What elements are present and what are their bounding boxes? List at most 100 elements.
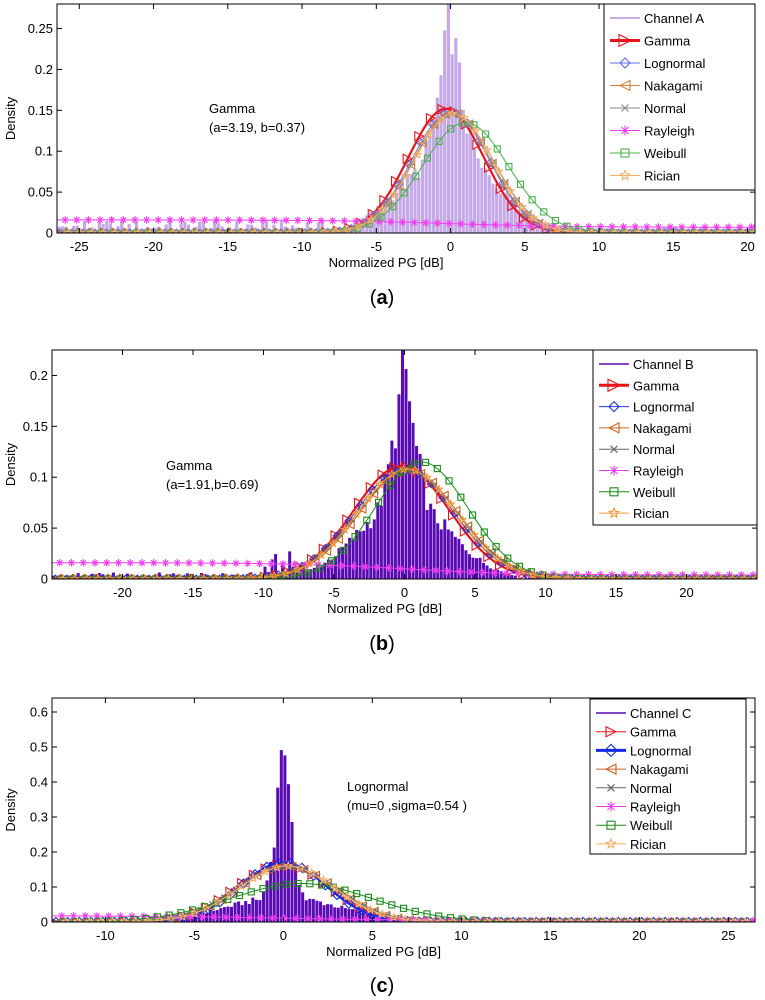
series-marker: [224, 889, 235, 899]
legend-label: Gamma: [630, 725, 677, 740]
series-marker: [69, 575, 77, 579]
legend-item-weibull: Weibull: [610, 146, 687, 161]
series-marker: [107, 216, 116, 224]
y-tick-label: 0.1: [35, 144, 53, 159]
series-marker: [198, 913, 207, 921]
series-marker: [541, 916, 552, 922]
legend-marker: [620, 148, 630, 158]
series-marker: [222, 913, 230, 922]
legend-box: [592, 349, 758, 526]
histogram-bar: [333, 907, 337, 922]
series-marker: [154, 915, 165, 922]
x-tick-label: -10: [254, 585, 273, 600]
series-marker: [189, 907, 200, 918]
histogram-bar: [214, 576, 218, 579]
series-marker: [515, 562, 524, 570]
histogram-bar: [57, 226, 61, 233]
histogram-bar: [246, 224, 250, 233]
series-marker: [714, 227, 725, 233]
x-tick-label: 10: [592, 239, 606, 254]
x-tick-label: 10: [538, 585, 552, 600]
series-marker: [643, 223, 651, 231]
series-marker: [448, 509, 459, 521]
legend-label: Lognormal: [633, 400, 695, 415]
series-marker: [283, 860, 294, 871]
x-tick-label: 20: [679, 585, 693, 600]
series-marker: [339, 546, 347, 554]
legend-marker: [608, 400, 620, 413]
series-marker: [587, 916, 598, 922]
series-marker: [598, 573, 609, 579]
legend-label: Rician: [630, 837, 666, 852]
series-marker: [726, 229, 734, 233]
series-marker: [233, 913, 242, 922]
series-marker: [727, 573, 738, 579]
series-marker: [279, 863, 286, 870]
series-marker: [290, 560, 299, 569]
series-marker: [377, 908, 388, 919]
series-marker: [400, 189, 408, 197]
histogram-bar: [272, 224, 276, 233]
series-marker: [67, 558, 76, 567]
histogram-bar: [108, 223, 113, 233]
y-tick-label: 0.2: [30, 845, 48, 860]
series-marker: [350, 915, 359, 922]
histogram-bar: [524, 577, 528, 579]
histogram-bar: [476, 158, 480, 233]
series-marker: [422, 472, 433, 482]
histogram-bar: [322, 905, 326, 922]
series-marker: [139, 575, 148, 579]
series-marker: [691, 227, 702, 233]
histogram-bar: [235, 221, 239, 233]
series-marker: [208, 559, 217, 567]
panel-b: -20 -15 -10 -5 0 5 10 15 20 0 0.05 0.1 0.15 0.2 Normal…: [3, 349, 758, 616]
histogram-bar: [443, 519, 447, 579]
series-marker: [226, 227, 237, 233]
series-marker: [619, 570, 628, 579]
legend-marker: [606, 801, 616, 812]
series-marker: [516, 180, 525, 188]
histogram-channel-c: [52, 750, 755, 922]
histogram-bar: [205, 913, 209, 922]
series-marker: [75, 227, 86, 233]
histogram-bar: [531, 577, 535, 579]
series-marker: [458, 915, 466, 922]
x-tick-label: -5: [371, 239, 383, 254]
series-marker: [493, 145, 501, 153]
series-marker: [365, 481, 377, 493]
series-marker: [156, 229, 164, 233]
histogram-bar: [397, 394, 401, 579]
legend-box: [589, 698, 747, 855]
x-tick-label: 20: [740, 239, 754, 254]
series-marker: [400, 170, 411, 180]
y-tick-label: 0.1: [30, 880, 48, 895]
series-marker: [540, 208, 548, 216]
histogram-bar: [509, 199, 514, 233]
x-tick-label: 20: [632, 928, 646, 943]
histogram-bar: [491, 183, 495, 233]
series-marker: [224, 216, 232, 224]
series-marker: [655, 570, 663, 579]
series-marker: [374, 210, 381, 217]
series-marker: [725, 571, 734, 579]
histogram-bar: [387, 197, 391, 233]
series-marker: [92, 575, 101, 579]
series-marker: [104, 573, 115, 579]
series-marker: [95, 917, 103, 922]
series-marker: [482, 130, 490, 138]
histogram-bar: [276, 787, 280, 922]
series-marker: [538, 222, 546, 230]
series-marker: [689, 223, 698, 231]
y-tick-label: 0.4: [30, 775, 48, 790]
legend: Channel B Gamma Lognormal Nakagami Normal Ray…: [592, 349, 758, 526]
y-tick-label: 0.15: [23, 419, 48, 434]
series-marker: [459, 526, 471, 537]
x-tick-label: -25: [70, 239, 89, 254]
series-marker: [751, 573, 757, 579]
series-marker: [257, 572, 268, 579]
histogram-bar: [358, 911, 362, 922]
histogram-bar: [355, 529, 359, 579]
series-marker: [528, 196, 536, 204]
series-marker: [478, 568, 487, 577]
histogram-bar: [409, 174, 413, 233]
